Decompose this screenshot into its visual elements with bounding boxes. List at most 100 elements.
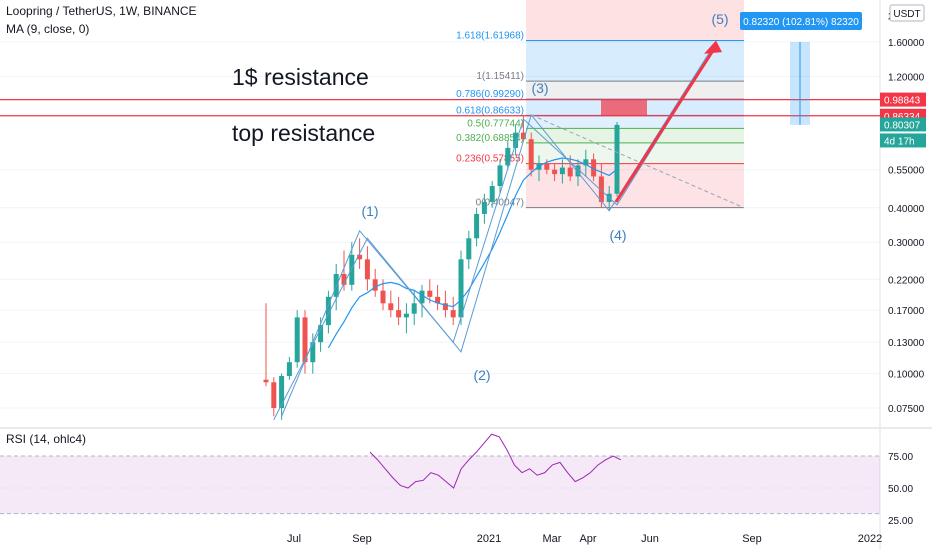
candle-body-20 [419,290,425,304]
candle-body-40 [575,165,581,177]
candle-body-41 [583,159,589,166]
candle-body-45 [614,124,620,194]
candle-body-38 [559,167,565,175]
wave-label-5: (5) [711,11,728,27]
candle-body-39 [567,167,573,177]
candle-body-4 [294,317,300,363]
x-tick-3: Mar [543,533,562,545]
candle-body-33 [520,132,526,140]
wave-label-3: (3) [531,80,548,96]
fib-label-5: 0.382(0.68854) [456,133,524,144]
fib-label-6: 0.236(0.57855) [456,154,524,165]
y-tick-8: 0.30000 [888,238,925,249]
candle-body-28 [481,201,487,214]
ma-indicator-label: MA (9, close, 0) [6,22,90,36]
wave-label-2: (2) [473,367,490,383]
rsi-line [369,433,622,489]
x-tick-7: 2022 [858,533,882,545]
candle-body-17 [396,310,402,318]
target-arrow-shaft [614,44,718,203]
candle-body-10 [341,273,347,285]
symbol-title: Loopring / TetherUS, 1W, BINANCE [6,4,197,18]
candle-body-13 [364,259,370,280]
y-tick-9: 0.22000 [888,275,925,286]
candle-body-32 [513,132,519,148]
fib-label-3: 0.618(0.86633) [456,105,524,116]
fib-label-0: 1.618(1.61968) [456,31,524,42]
candle-body-42 [591,159,597,177]
price-tag-1: 0.86334 [884,112,921,123]
candle-body-37 [552,169,558,175]
y-tick-12: 0.10000 [888,370,925,381]
candle-body-0 [263,379,269,383]
wave-label-4: (4) [609,227,626,243]
fib-band-3 [526,115,744,129]
candle-body-8 [325,296,331,326]
candle-body-29 [489,185,495,202]
y-tick-10: 0.17000 [888,306,925,317]
ma-line [327,157,618,349]
elliott-wave-line-2 [281,45,717,417]
rsi-tick-1: 50.00 [888,484,913,495]
candle-body-18 [403,313,409,318]
candle-body-5 [302,317,308,363]
candle-body-11 [349,254,355,285]
candle-body-3 [286,362,292,377]
rsi-indicator-label: RSI (14, ohlc4) [6,432,87,446]
price-tag-bg-0 [880,92,926,107]
fib-band-top [526,0,744,41]
candle-body-43 [598,176,604,202]
x-tick-1: Sep [352,533,372,545]
y-tick-7: 0.40000 [888,204,925,215]
x-tick-6: Sep [742,533,762,545]
candle-body-30 [497,165,503,186]
candle-body-1 [271,382,277,408]
candle-body-25 [458,259,464,318]
fib-label-7: 0(0.40047) [476,198,524,209]
x-tick-4: Apr [579,533,596,545]
measure-tag-text: 0.82320 (102.81%) 82320 [743,17,859,28]
x-tick-0: Jul [287,533,301,545]
fib-band-4 [526,128,744,143]
rsi-tick-2: 25.00 [888,516,913,527]
candle-body-2 [279,376,285,408]
price-tag-0: 0.98843 [884,96,921,107]
candle-body-14 [372,279,378,291]
fib-label-2: 0.786(0.99290) [456,89,524,100]
candle-body-22 [435,296,441,304]
fib-label-1: 1(1.15411) [476,71,524,82]
candle-body-12 [357,254,363,260]
candle-body-21 [427,290,433,297]
top-resistance-note: top resistance [232,120,376,146]
fib-label-4: 0.5(0.77744) [467,118,524,129]
price-tag-2: 0.80307 [884,120,921,131]
y-tick-1: 1.60000 [888,38,925,49]
fib-band-1 [526,81,744,100]
unit-box [889,4,925,22]
price-tag-bg-3 [880,133,926,148]
y-tick-11: 0.13000 [888,338,925,349]
candle-body-15 [380,290,386,304]
candle-body-27 [474,213,480,239]
measure-tag [740,12,862,30]
rsi-tick-0: 75.00 [888,452,913,463]
candle-body-6 [310,342,316,363]
candle-body-24 [450,310,456,318]
target-zone-box [601,99,647,117]
price-tag-bg-2 [880,117,926,132]
candle-body-7 [318,325,324,343]
candle-body-19 [411,303,417,314]
candle-body-16 [388,303,394,311]
projection-dashed-line [530,114,745,209]
candle-body-26 [466,238,472,260]
rsi-band [0,456,880,514]
fib-band-5 [526,142,744,164]
candle-body-36 [544,163,550,170]
x-tick-5: Jun [641,533,659,545]
target-arrow-head [704,40,722,54]
y-tick-13: 0.07500 [888,404,925,415]
wave-label-1: (1) [361,203,378,219]
candle-body-23 [442,303,448,311]
